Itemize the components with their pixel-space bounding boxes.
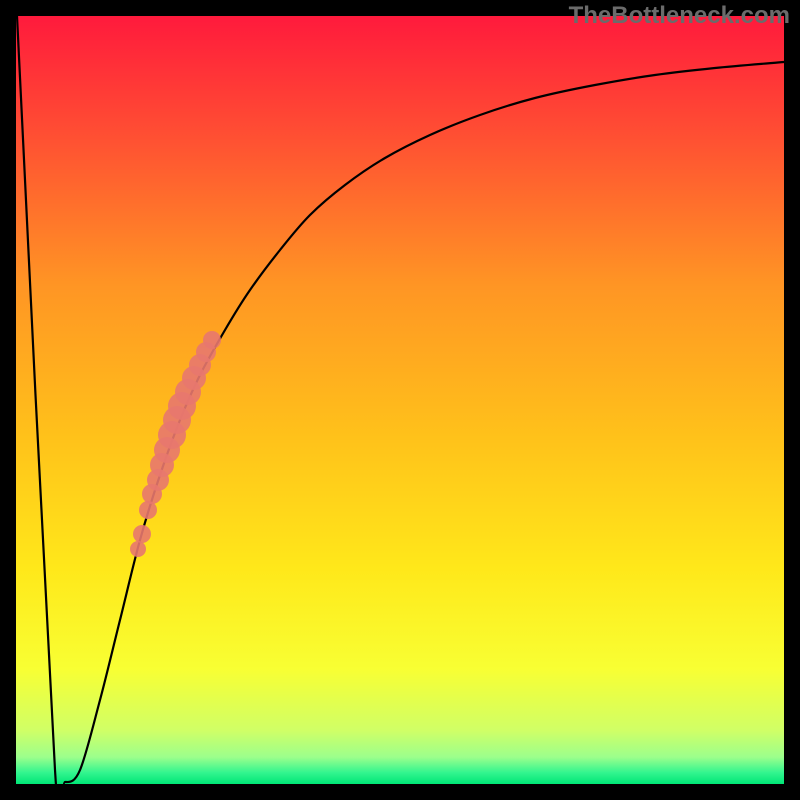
- scatter-point: [203, 331, 221, 349]
- chart-svg: [0, 0, 800, 800]
- bottleneck-chart: TheBottleneck.com: [0, 0, 800, 800]
- scatter-point: [130, 541, 146, 557]
- scatter-point: [133, 525, 151, 543]
- gradient-background: [16, 16, 784, 784]
- watermark-text: TheBottleneck.com: [569, 2, 790, 30]
